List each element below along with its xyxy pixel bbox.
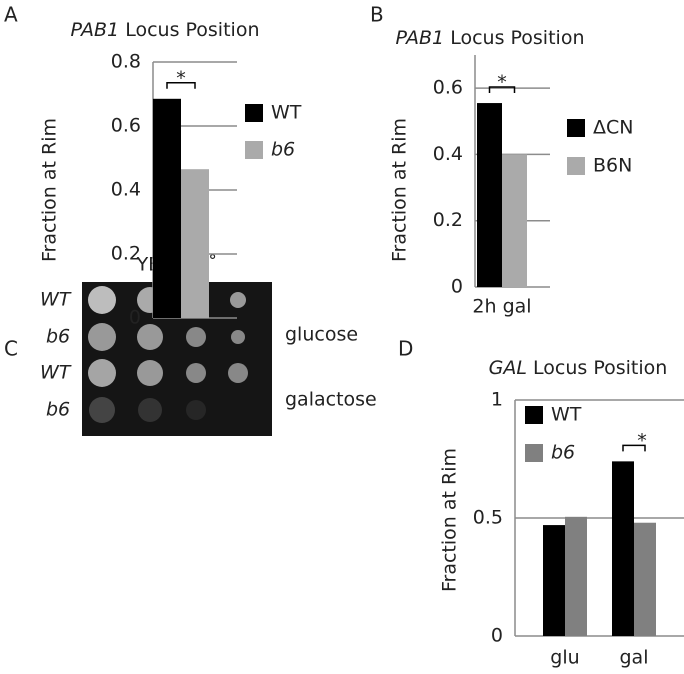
title-gene: PAB1 (71, 19, 120, 41)
y-tick-label: 0.5 (473, 507, 503, 529)
legend-swatch (567, 157, 585, 175)
x-tick-label: 2h gal (472, 296, 531, 318)
y-tick-label: 0.6 (111, 115, 141, 137)
title-text: Locus Position (125, 19, 259, 41)
panel-label: D (398, 337, 413, 361)
legend-swatch (525, 406, 543, 424)
legend-label: b6 (551, 442, 575, 464)
y-tick-label: 0 (451, 276, 463, 298)
panel-label: C (4, 337, 18, 361)
y-tick-label: 1 (491, 389, 503, 411)
bar (565, 516, 587, 636)
y-tick-label: 0 (491, 625, 503, 647)
condition-label: galactose (285, 389, 377, 411)
annotation: * (637, 430, 647, 452)
bar (634, 522, 656, 636)
panel-label: B (370, 3, 384, 27)
y-tick-label: 0.2 (111, 243, 141, 265)
title-gene: GAL (489, 357, 527, 379)
chart-title: PAB1 Locus Position (71, 19, 260, 41)
legend-label: WT (551, 404, 582, 426)
x-tick-label: glu (550, 647, 579, 669)
colonies (88, 286, 248, 423)
significance-bracket (622, 444, 646, 452)
annotation: * (176, 67, 186, 89)
y-tick-label: 0 (129, 307, 141, 329)
row-label: WT (40, 289, 72, 311)
annotation: * (497, 72, 507, 94)
condition-label: glucose (285, 324, 358, 346)
bar (477, 103, 502, 287)
x-tick-label: gal (620, 647, 649, 669)
panel-label: A (4, 3, 18, 27)
row-label: WT (40, 362, 72, 384)
legend-label: b6 (271, 139, 295, 161)
legend-swatch (525, 444, 543, 462)
row-label: b6 (46, 326, 70, 348)
title-text: Locus Position (450, 27, 584, 49)
y-tick-label: 0.4 (433, 143, 463, 165)
y-axis-label: Fraction at Rim (39, 118, 61, 262)
bar (181, 169, 209, 318)
legend-swatch (245, 141, 263, 159)
bar (543, 525, 565, 636)
legend-swatch (245, 104, 263, 122)
chart-title: PAB1 Locus Position (396, 27, 585, 49)
y-tick-label: 0.8 (111, 51, 141, 73)
title-gene: PAB1 (396, 27, 445, 49)
title-text: Locus Position (533, 357, 667, 379)
bar (153, 98, 181, 318)
significance-bracket (488, 86, 516, 94)
bar (502, 154, 527, 287)
spot-assay: YEP, 30˚ WT b6 WT b6 glucose galactose (40, 254, 377, 436)
legend-label: ΔCN (593, 117, 633, 139)
legend-label: WT (271, 102, 302, 124)
y-tick-label: 0.6 (433, 77, 463, 99)
legend-swatch (567, 119, 585, 137)
y-axis-label: Fraction at Rim (439, 448, 461, 592)
y-axis-label: Fraction at Rim (389, 118, 411, 262)
significance-bracket (166, 82, 196, 89)
chart-title: GAL Locus Position (489, 357, 668, 379)
row-label: b6 (46, 399, 70, 421)
legend-label: B6N (593, 155, 632, 177)
bar (612, 461, 634, 636)
y-tick-label: 0.4 (111, 179, 141, 201)
y-tick-label: 0.2 (433, 209, 463, 231)
